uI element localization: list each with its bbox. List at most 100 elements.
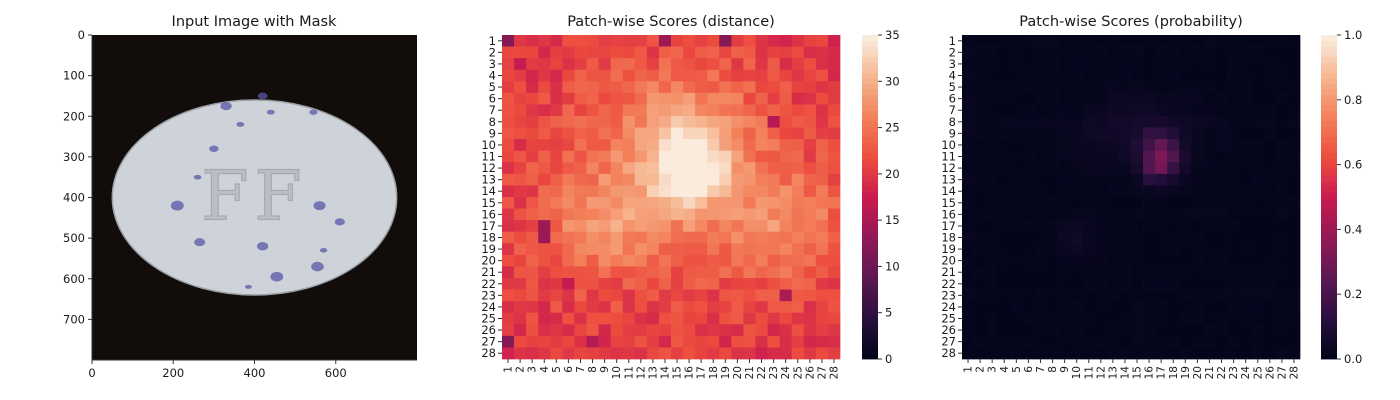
heatmap-cell: [1203, 243, 1216, 256]
heatmap-cell: [658, 278, 672, 290]
heatmap-cell: [1167, 104, 1180, 117]
heatmap-cell: [1131, 81, 1144, 94]
heatmap-cell: [803, 185, 817, 198]
heatmap-cell: [1239, 243, 1253, 256]
heatmap-cell: [586, 150, 599, 163]
heatmap-cell: [1191, 150, 1204, 163]
heatmap-cell: [803, 347, 817, 360]
heatmap-cell: [803, 231, 817, 244]
heatmap-cell: [803, 278, 817, 290]
heatmap-cell: [1203, 289, 1216, 302]
heatmap-cell: [695, 347, 708, 360]
input-image-panel: Input Image with Mask FF 0 200 400 600 0100…: [63, 14, 417, 380]
heatmap-cell: [610, 46, 624, 59]
heatmap-cell: [986, 81, 999, 94]
heatmap-cell: [791, 301, 805, 314]
heatmap-cell: [550, 208, 563, 221]
colorbar-segment: [1321, 175, 1337, 182]
heatmap-cell: [707, 127, 720, 140]
heatmap-cell: [755, 266, 768, 279]
heatmap-cell: [1046, 324, 1059, 337]
heatmap-cell: [1058, 301, 1071, 314]
heatmap-cell: [779, 139, 793, 152]
heatmap-cell: [1131, 58, 1144, 71]
heatmap-cell: [695, 185, 708, 198]
colorbar-tick-label: 10: [885, 259, 900, 273]
heatmap-cell: [719, 197, 732, 209]
heatmap-cell: [514, 312, 527, 325]
colorbar-segment: [862, 116, 878, 122]
heatmap-cell: [974, 243, 987, 256]
heatmap-cell: [502, 243, 515, 256]
heatmap-cell: [1263, 197, 1277, 209]
heatmap-cell: [562, 220, 575, 233]
heatmap-cell: [1191, 197, 1204, 209]
y-tick-label: 4: [489, 69, 496, 83]
colorbar-segment: [1321, 332, 1337, 338]
heatmap-cell: [755, 289, 768, 302]
heatmap-cell: [502, 58, 515, 71]
heatmap-cell: [610, 301, 624, 314]
heatmap-cell: [986, 335, 999, 348]
heatmap-cell: [514, 197, 527, 209]
heatmap-cell: [622, 312, 636, 325]
heatmap-cell: [1287, 92, 1301, 105]
speck-mark: [256, 242, 269, 251]
heatmap-cell: [719, 335, 732, 348]
heatmap-cell: [1070, 69, 1084, 82]
heatmap-cell: [1155, 150, 1168, 163]
heatmap-cell: [562, 324, 575, 337]
heatmap-cell: [803, 35, 817, 47]
heatmap-cell: [1179, 254, 1192, 267]
colorbar-segment: [1321, 153, 1337, 160]
y-tick-label: 15: [481, 196, 496, 210]
heatmap-cell: [1131, 197, 1144, 209]
heatmap-cell: [562, 162, 575, 175]
heatmap-cell: [502, 81, 515, 94]
colorbar-segment: [1321, 186, 1337, 192]
heatmap-cell: [1143, 81, 1156, 94]
colorbar-segment: [862, 35, 878, 41]
heatmap-cell: [1215, 127, 1228, 140]
heatmap-cell: [610, 220, 624, 233]
x-tick-label: 15: [672, 366, 684, 379]
heatmap-cell: [658, 81, 672, 94]
heatmap-cell: [1034, 347, 1047, 360]
heatmap-cell: [1155, 69, 1168, 82]
y-tick-label: 26: [941, 323, 956, 337]
heatmap-cell: [502, 139, 515, 152]
heatmap-cell: [1275, 312, 1289, 325]
heatmap-cell: [574, 150, 587, 163]
heatmap-cell: [514, 127, 527, 140]
heatmap-cell: [1215, 150, 1228, 163]
heatmap-cell: [1155, 173, 1168, 186]
heatmap-cell: [1275, 92, 1289, 105]
heatmap-cell: [1167, 69, 1180, 82]
heatmap-cell: [1203, 173, 1216, 186]
heatmap-cell: [634, 81, 648, 94]
heatmap-cell: [1070, 335, 1084, 348]
heatmap-cell: [1131, 35, 1144, 47]
heatmap-cell: [526, 46, 539, 59]
heatmap-cell: [610, 197, 624, 209]
heatmap-cell: [1251, 162, 1265, 175]
heatmap-cell: [586, 104, 599, 117]
heatmap-cell: [1058, 231, 1071, 244]
heatmap-cell: [1287, 335, 1301, 348]
heatmap-cell: [634, 127, 648, 140]
heatmap-cell: [815, 220, 829, 233]
heatmap-cell: [1215, 69, 1228, 82]
x-tick-label: 11: [1083, 366, 1095, 379]
heatmap-cell: [550, 92, 563, 105]
heatmap-cell: [1010, 162, 1023, 175]
heatmap-cell: [791, 139, 805, 152]
heatmap-cell: [671, 69, 684, 82]
heatmap-cell: [767, 301, 780, 314]
heatmap-cell: [1227, 231, 1240, 244]
heatmap-cell: [1118, 127, 1132, 140]
heatmap-cell: [803, 69, 817, 82]
heatmap-cell: [538, 197, 551, 209]
heatmap-cell: [1251, 173, 1265, 186]
x-tick-label: 25: [792, 366, 804, 379]
heatmap-cell: [1155, 58, 1168, 71]
